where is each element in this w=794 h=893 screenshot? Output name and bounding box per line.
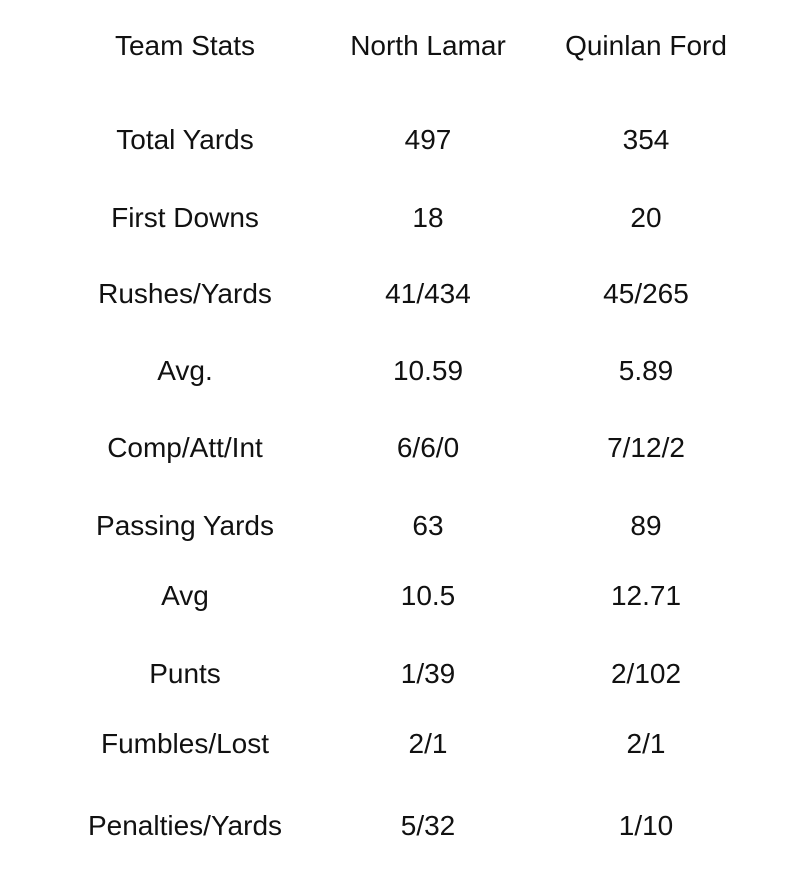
column-header: Quinlan Ford — [565, 30, 727, 61]
stat-label: Penalties/Yards — [87, 810, 283, 841]
stat-label: Total Yards — [116, 124, 254, 155]
stat-value: 354 — [622, 124, 670, 155]
stat-value: 5.89 — [618, 355, 674, 386]
stat-value: 45/265 — [603, 278, 689, 309]
stat-value: 41/434 — [385, 278, 471, 309]
stat-value: 63 — [412, 510, 444, 541]
stat-label: First Downs — [111, 202, 259, 233]
stat-value: 10.5 — [400, 580, 456, 611]
stat-value: 20 — [630, 202, 662, 233]
stat-label: Fumbles/Lost — [100, 728, 270, 759]
stat-value: 18 — [412, 202, 444, 233]
stat-value: 10.59 — [392, 355, 464, 386]
stat-label: Avg — [161, 580, 209, 611]
stat-value: 6/6/0 — [396, 432, 460, 463]
stat-value: 7/12/2 — [607, 432, 685, 463]
column-header: Team Stats — [114, 30, 256, 61]
stat-label: Rushes/Yards — [98, 278, 272, 309]
column-header: North Lamar — [350, 30, 506, 61]
stat-label: Avg. — [157, 355, 213, 386]
stat-value: 2/1 — [626, 728, 666, 759]
stat-value: 12.71 — [610, 580, 682, 611]
stat-value: 1/39 — [400, 658, 456, 689]
stat-label: Punts — [149, 658, 221, 689]
stat-value: 89 — [630, 510, 662, 541]
stat-value: 2/102 — [610, 658, 682, 689]
stat-value: 497 — [404, 124, 452, 155]
stat-value: 1/10 — [618, 810, 674, 841]
stat-label: Comp/Att/Int — [107, 432, 263, 463]
stat-label: Passing Yards — [96, 510, 274, 541]
stat-value: 2/1 — [408, 728, 448, 759]
stat-value: 5/32 — [400, 810, 456, 841]
